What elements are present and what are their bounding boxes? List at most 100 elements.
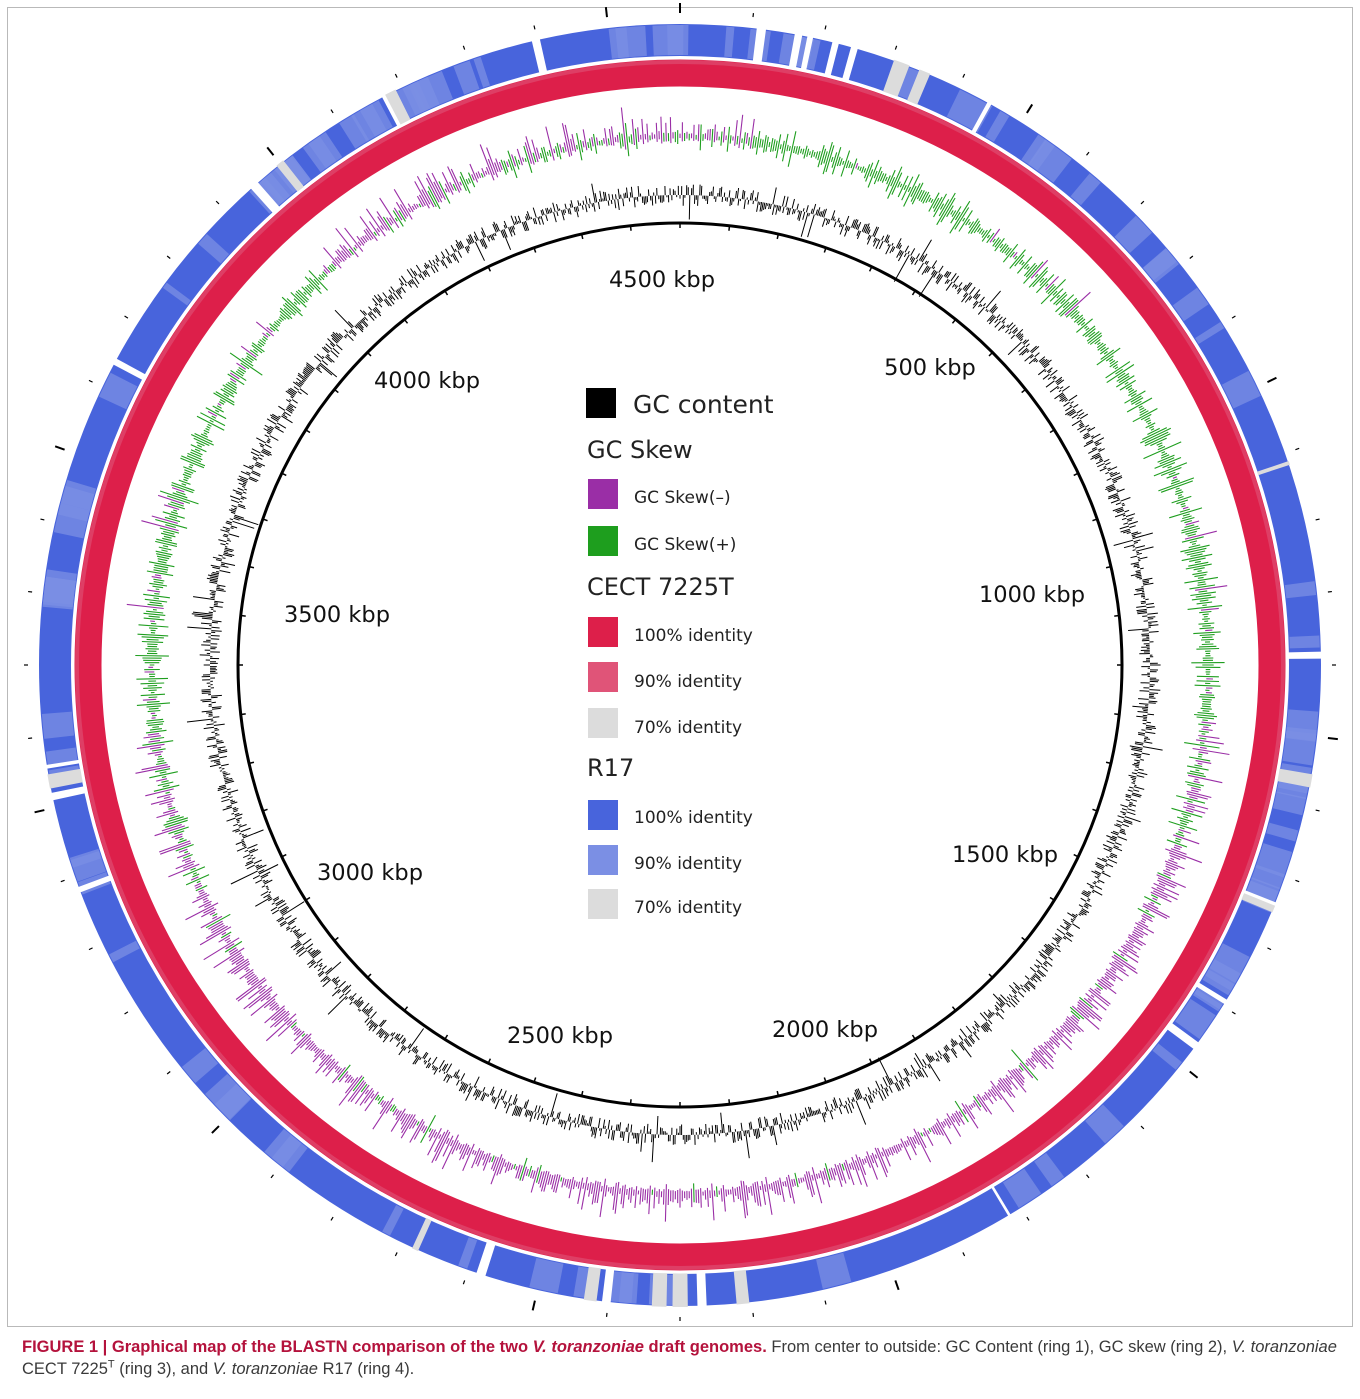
outer-tick: [1140, 1125, 1145, 1130]
r17-segment-90: [1152, 1043, 1182, 1070]
outer-tick: [1189, 1070, 1199, 1079]
inner-tick: [1049, 896, 1055, 901]
inner-tick: [248, 565, 255, 569]
r17-segment-90: [382, 1204, 404, 1236]
r17-segment-90: [1114, 215, 1152, 254]
outer-tick: [330, 1216, 334, 1221]
r17-segment-90: [98, 372, 138, 410]
r17-gap: [1166, 1022, 1200, 1050]
r17-gap: [45, 759, 80, 769]
r17-segment-90: [1284, 581, 1317, 599]
inner-tick: [487, 266, 492, 272]
inner-tick: [281, 472, 287, 477]
legend-swatch-cect-100: [588, 617, 618, 647]
inner-tick: [444, 290, 449, 296]
outer-tick: [894, 1280, 900, 1291]
r17-segment-90: [402, 76, 440, 116]
outer-tick: [1267, 947, 1272, 951]
pos-label-2500: 2500 kbp: [507, 1023, 613, 1049]
r17-segment-70: [733, 1269, 750, 1305]
r17-segment-70: [651, 1272, 668, 1307]
inner-tick: [951, 318, 957, 324]
outer-tick: [1189, 255, 1194, 259]
r17-segment-70: [583, 1266, 601, 1302]
r17-segment-90: [1195, 322, 1225, 344]
outer-tick: [266, 146, 275, 156]
r17-segment-70: [278, 160, 305, 191]
inner-tick: [580, 233, 584, 240]
outer-tick: [533, 25, 536, 30]
r17-segment-70: [385, 89, 411, 125]
position-ticks: [24, 3, 1338, 1321]
outer-tick: [1266, 376, 1277, 384]
r17-gap: [991, 1185, 1011, 1217]
caption-text-4: R17 (ring 4).: [317, 1360, 415, 1378]
outer-tick: [962, 73, 966, 78]
outer-tick: [394, 73, 398, 78]
inner-tick: [823, 1077, 827, 1083]
r17-segment-70: [412, 1217, 432, 1252]
inner-tick: [629, 1099, 632, 1105]
r17-segment-90: [181, 1048, 219, 1084]
r17-segment-90: [985, 110, 1010, 142]
r17-segment-70: [906, 69, 931, 106]
r17-segment-90: [1021, 134, 1047, 166]
r17-segment-90: [42, 576, 76, 608]
legend-cect-70: 70% identity: [634, 718, 742, 738]
caption-text-3: (ring 3), and: [114, 1360, 213, 1378]
r17-segment-90: [41, 711, 75, 739]
r17-segment-90: [205, 1073, 252, 1121]
r17-gap: [800, 35, 814, 71]
inner-tick: [1021, 936, 1027, 942]
r17-gap: [842, 46, 858, 81]
r17-segment-70: [1256, 461, 1290, 476]
inner-tick: [1105, 761, 1112, 765]
figure-caption: FIGURE 1 | Graphical map of the BLASTN c…: [22, 1336, 1342, 1380]
inner-tick: [911, 1034, 916, 1040]
r17-gap: [1287, 651, 1322, 659]
r17-segment-90: [458, 1237, 478, 1269]
inner-tick: [533, 1077, 537, 1083]
outer-tick: [1315, 518, 1320, 521]
inner-tick: [305, 429, 311, 434]
r17-segment-70: [1241, 893, 1276, 913]
r17-segment-90: [1272, 791, 1307, 816]
r17-segment-90: [339, 114, 370, 149]
r17-segment-70: [672, 1272, 688, 1307]
r17-segment-90: [1194, 984, 1226, 1010]
outer-tick: [824, 25, 827, 30]
outer-tick: [604, 7, 608, 18]
cect-identity-ring: [74, 59, 1286, 1271]
outer-tick: [962, 1252, 966, 1257]
outer-tick: [215, 200, 220, 205]
pos-label-3000: 3000 kbp: [317, 860, 423, 886]
legend-gc-skew-plus: GC Skew(+): [634, 535, 736, 555]
outer-tick: [1295, 879, 1300, 883]
legend-swatch-r17-70: [588, 889, 618, 919]
legend-gc-content: GC content: [633, 390, 774, 419]
r17-segment-90: [724, 26, 735, 58]
inner-tick: [1114, 713, 1120, 716]
r17-segment-90: [1205, 959, 1241, 991]
inner-tick: [533, 247, 537, 253]
inner-tick: [1092, 518, 1098, 522]
r17-segment-70: [1276, 768, 1313, 788]
legend-swatch-gc-skew-minus: [588, 479, 618, 509]
outer-tick: [1231, 315, 1236, 319]
outer-tick: [894, 45, 898, 50]
outer-tick: [1026, 103, 1034, 114]
r17-gap: [696, 1272, 707, 1307]
caption-title: FIGURE 1 | Graphical map of the BLASTN c…: [22, 1338, 767, 1356]
inner-tick: [951, 1006, 957, 1012]
r17-gap: [50, 786, 86, 801]
r17-segment-90: [473, 56, 490, 88]
legend-swatch-cect-90: [588, 662, 618, 692]
r17-gap: [112, 358, 146, 381]
outer-tick: [330, 109, 334, 114]
r17-segment-90: [1221, 370, 1261, 409]
inner-tick: [248, 761, 255, 765]
outer-tick: [1086, 151, 1090, 156]
r17-segment-90: [1034, 1152, 1065, 1187]
r17-gap: [531, 38, 548, 74]
inner-tick: [629, 225, 632, 231]
